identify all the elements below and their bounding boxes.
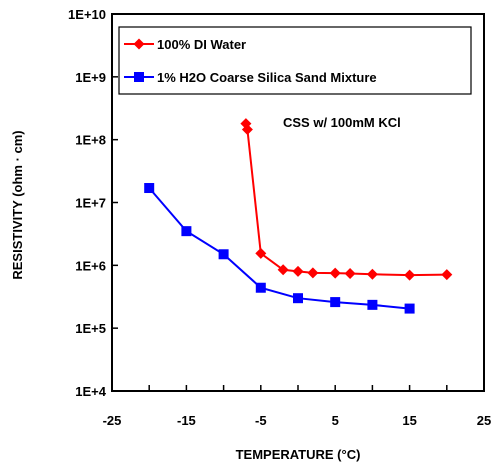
legend-items: 100% DI Water 1% H2O Coarse Silica Sand M… [124, 37, 377, 85]
data-point [307, 267, 319, 279]
y-axis-title: RESISTIVITY (ohm · cm) [10, 130, 25, 279]
legend-swatch-marker [133, 38, 145, 50]
data-point [344, 268, 356, 280]
y-tick-label: 1E+4 [75, 384, 106, 399]
y-axis-ticks: 1E+4 1E+5 1E+6 1E+7 1E+8 1E+9 1E+10 [68, 7, 118, 399]
y-tick-label: 1E+9 [75, 70, 106, 85]
data-point [441, 269, 453, 281]
legend-box [118, 26, 472, 95]
legend-swatch-marker [134, 72, 144, 82]
legend: 100% DI Water 1% H2O Coarse Silica Sand M… [118, 26, 472, 95]
data-point [293, 293, 303, 304]
x-axis-ticks: -25 -15 -5 5 15 25 [103, 385, 491, 428]
x-tick-label: -5 [255, 413, 267, 428]
series-line [148, 187, 410, 310]
data-point [404, 303, 415, 314]
data-point [255, 247, 267, 259]
x-axis-title: TEMPERATURE (°C) [236, 447, 361, 462]
legend-label: 100% DI Water [157, 37, 246, 52]
data-point [241, 124, 253, 136]
data-point [366, 268, 378, 280]
y-tick-label: 1E+5 [75, 321, 106, 336]
data-point [404, 269, 416, 281]
x-tick-label: 25 [477, 413, 491, 428]
data-point [329, 267, 341, 279]
data-point [367, 299, 378, 310]
series-1 [240, 118, 453, 281]
data-point [292, 265, 304, 277]
series-2 [144, 183, 415, 314]
data-point [218, 249, 229, 260]
y-tick-label: 1E+8 [75, 133, 106, 148]
data-point [181, 226, 192, 237]
y-tick-label: 1E+6 [75, 258, 106, 273]
x-tick-label: 15 [402, 413, 416, 428]
data-point [277, 264, 289, 276]
data-point [330, 297, 341, 308]
y-tick-label: 1E+10 [68, 7, 106, 22]
x-tick-label: 5 [332, 413, 339, 428]
x-tick-label: -25 [103, 413, 122, 428]
series-layer [144, 118, 453, 314]
chart-annotation: CSS w/ 100mM KCl [283, 115, 401, 130]
legend-label: 1% H2O Coarse Silica Sand Mixture [157, 70, 377, 85]
data-point [144, 183, 155, 194]
x-tick-label: -15 [177, 413, 196, 428]
y-tick-label: 1E+7 [75, 196, 106, 211]
data-point [255, 282, 266, 293]
